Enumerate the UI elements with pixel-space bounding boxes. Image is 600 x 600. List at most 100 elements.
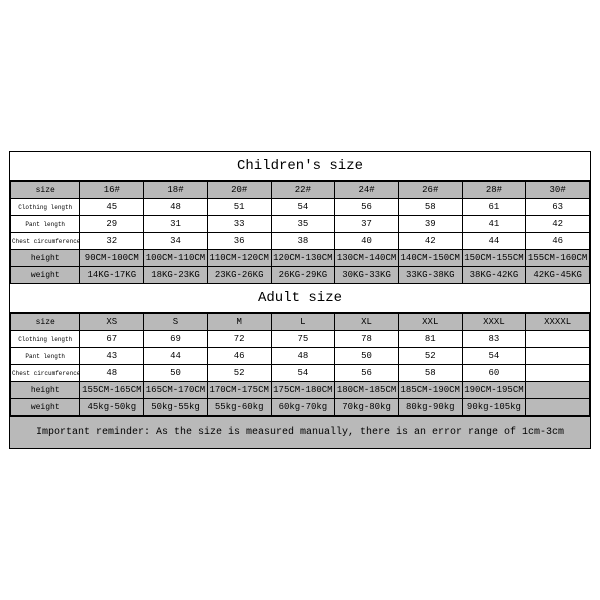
cell: 110CM-120CM	[207, 250, 271, 267]
row-label: weight	[11, 267, 80, 284]
cell: 14KG-17KG	[80, 267, 144, 284]
row-label: Clothing length	[11, 331, 80, 348]
row-label: Pant length	[11, 216, 80, 233]
cell: 30KG-33KG	[335, 267, 399, 284]
cell: 28#	[462, 182, 526, 199]
cell: 75	[271, 331, 335, 348]
cell: 36	[207, 233, 271, 250]
cell: 60kg-70kg	[271, 399, 335, 416]
cell: 185CM-190CM	[398, 382, 462, 399]
cell: 38KG-42KG	[462, 267, 526, 284]
cell: 45kg-50kg	[80, 399, 144, 416]
children-chest-row: Chest circumference 1/2 32 34 36 38 40 4…	[11, 233, 590, 250]
cell: S	[144, 314, 208, 331]
cell: 45	[80, 199, 144, 216]
cell: 120CM-130CM	[271, 250, 335, 267]
cell: 48	[271, 348, 335, 365]
cell: 72	[207, 331, 271, 348]
cell: 52	[207, 365, 271, 382]
cell	[526, 399, 590, 416]
cell: XXXXL	[526, 314, 590, 331]
cell: 165CM-170CM	[144, 382, 208, 399]
row-label: Chest circumference 1/2	[11, 365, 80, 382]
cell: XXXL	[462, 314, 526, 331]
cell: 31	[144, 216, 208, 233]
cell: 67	[80, 331, 144, 348]
cell: 155CM-160CM	[526, 250, 590, 267]
cell: 22#	[271, 182, 335, 199]
row-label: Pant length	[11, 348, 80, 365]
row-label: weight	[11, 399, 80, 416]
cell	[526, 331, 590, 348]
cell: 140CM-150CM	[398, 250, 462, 267]
row-label: Chest circumference 1/2	[11, 233, 80, 250]
adult-height-row: height 155CM-165CM 165CM-170CM 170CM-175…	[11, 382, 590, 399]
cell: 90kg-105kg	[462, 399, 526, 416]
cell: 78	[335, 331, 399, 348]
cell: 18KG-23KG	[144, 267, 208, 284]
cell: 150CM-155CM	[462, 250, 526, 267]
cell: 58	[398, 199, 462, 216]
cell: 46	[207, 348, 271, 365]
cell: 23KG-26KG	[207, 267, 271, 284]
cell: 38	[271, 233, 335, 250]
children-weight-row: weight 14KG-17KG 18KG-23KG 23KG-26KG 26K…	[11, 267, 590, 284]
cell: 42	[526, 216, 590, 233]
cell: 42	[398, 233, 462, 250]
cell: 26#	[398, 182, 462, 199]
size-chart: Children's size size 16# 18# 20# 22# 24#…	[9, 151, 591, 449]
cell: 18#	[144, 182, 208, 199]
cell: 33KG-38KG	[398, 267, 462, 284]
cell: 58	[398, 365, 462, 382]
cell: 100CM-110CM	[144, 250, 208, 267]
cell: 32	[80, 233, 144, 250]
row-label: height	[11, 250, 80, 267]
cell: XXL	[398, 314, 462, 331]
row-label: height	[11, 382, 80, 399]
cell: 46	[526, 233, 590, 250]
cell: 44	[462, 233, 526, 250]
children-title: Children's size	[10, 152, 590, 181]
cell: 60	[462, 365, 526, 382]
adult-chest-row: Chest circumference 1/2 48 50 52 54 56 5…	[11, 365, 590, 382]
adult-clothing-row: Clothing length 67 69 72 75 78 81 83	[11, 331, 590, 348]
cell: 170CM-175CM	[207, 382, 271, 399]
cell: 42KG-45KG	[526, 267, 590, 284]
cell: 130CM-140CM	[335, 250, 399, 267]
cell: 48	[144, 199, 208, 216]
adult-size-row: size XS S M L XL XXL XXXL XXXXL	[11, 314, 590, 331]
cell: 35	[271, 216, 335, 233]
adult-weight-row: weight 45kg-50kg 50kg-55kg 55kg-60kg 60k…	[11, 399, 590, 416]
cell: 50kg-55kg	[144, 399, 208, 416]
cell: 37	[335, 216, 399, 233]
cell: 56	[335, 199, 399, 216]
children-table: size 16# 18# 20# 22# 24# 26# 28# 30# Clo…	[10, 181, 590, 284]
cell: 39	[398, 216, 462, 233]
cell: 54	[462, 348, 526, 365]
row-label: Clothing length	[11, 199, 80, 216]
cell: 55kg-60kg	[207, 399, 271, 416]
row-label: size	[11, 314, 80, 331]
cell: 56	[335, 365, 399, 382]
cell: 83	[462, 331, 526, 348]
children-clothing-row: Clothing length 45 48 51 54 56 58 61 63	[11, 199, 590, 216]
adult-title: Adult size	[10, 284, 590, 313]
cell: 80kg-90kg	[398, 399, 462, 416]
cell: 54	[271, 199, 335, 216]
cell: 34	[144, 233, 208, 250]
cell: 50	[335, 348, 399, 365]
cell: 43	[80, 348, 144, 365]
cell: 40	[335, 233, 399, 250]
cell: 26KG-29KG	[271, 267, 335, 284]
cell: 61	[462, 199, 526, 216]
cell: 190CM-195CM	[462, 382, 526, 399]
cell: 180CM-185CM	[335, 382, 399, 399]
cell: 20#	[207, 182, 271, 199]
adult-table: size XS S M L XL XXL XXXL XXXXL Clothing…	[10, 313, 590, 416]
cell: XL	[335, 314, 399, 331]
children-pant-row: Pant length 29 31 33 35 37 39 41 42	[11, 216, 590, 233]
cell: 33	[207, 216, 271, 233]
cell: 24#	[335, 182, 399, 199]
cell: 44	[144, 348, 208, 365]
cell: 155CM-165CM	[80, 382, 144, 399]
